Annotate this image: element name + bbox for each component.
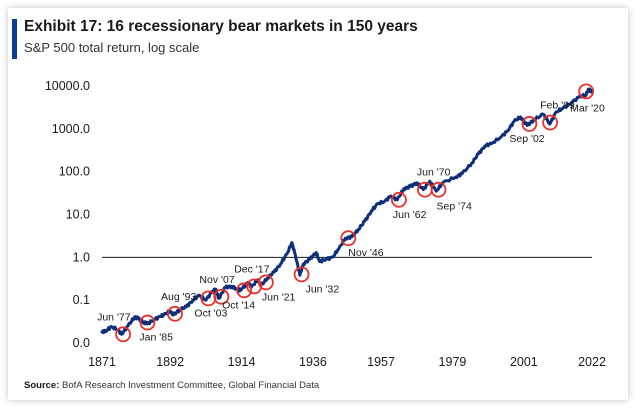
bear-market-label: Jun '21 [262, 291, 296, 303]
source-note: Source: BofA Research Investment Committ… [24, 380, 319, 391]
x-tick-label: 1936 [299, 355, 327, 369]
y-tick-label: 10000.0 [45, 79, 90, 93]
x-tick-label: 2001 [510, 355, 538, 369]
x-tick-label: 1871 [88, 355, 116, 369]
x-tick-label: 1892 [156, 355, 184, 369]
bear-market-label: Jun '32 [306, 283, 340, 295]
bear-market-marker [293, 266, 310, 283]
bear-market-label: Jun '62 [393, 209, 427, 221]
x-tick-label: 2022 [578, 355, 606, 369]
source-text: BofA Research Investment Committee, Glob… [62, 380, 320, 391]
bear-market-marker [391, 191, 407, 208]
y-tick-label: 100.0 [59, 165, 90, 179]
chart-card [8, 8, 628, 400]
bear-market-label: Jan '85 [139, 332, 173, 344]
y-tick-label: 0.1 [73, 293, 90, 307]
x-axis-ticks: 1871 1892 1914 1936 1957 1979 2001 2022 [88, 355, 606, 369]
bear-market-marker [542, 114, 559, 131]
marker-group: Jun '77 Jan '85 Aug '93 Oct '03 Nov '07 Oct '… [97, 83, 605, 344]
bear-market-marker [578, 83, 595, 100]
y-axis-ticks: 0.0 0.1 1.0 10.0 100.0 1000.0 10000.0 [45, 79, 90, 350]
source-label: Source: [24, 380, 60, 391]
bear-market-marker [521, 116, 538, 132]
bear-market-label: Jun '70 [417, 167, 451, 179]
y-tick-label: 1.0 [73, 250, 90, 264]
y-tick-label: 1000.0 [52, 122, 90, 136]
bear-market-label: Sep '74 [437, 201, 472, 213]
bear-market-marker [236, 282, 253, 299]
bear-market-label: Nov '46 [348, 247, 383, 259]
accent-bar [12, 19, 17, 59]
bear-market-marker [430, 181, 447, 198]
bear-market-marker [340, 230, 357, 247]
series-line [100, 87, 594, 336]
x-tick-label: 1957 [367, 355, 395, 369]
bear-market-label: Oct '14 [222, 299, 255, 311]
y-tick-label: 10.0 [66, 208, 90, 222]
bear-market-label: Oct '03 [194, 307, 227, 319]
chart-subtitle: S&P 500 total return, log scale [24, 40, 200, 55]
bear-market-label: Mar '20 [570, 102, 605, 114]
bear-market-label: Feb '09 [540, 100, 575, 112]
bear-market-label: Dec '17 [234, 263, 269, 275]
bear-market-marker [257, 274, 274, 291]
bear-market-label: Jun '77 [97, 311, 131, 323]
bear-market-label: Aug '93 [161, 291, 196, 303]
bear-market-label: Nov '07 [199, 274, 234, 286]
bear-market-marker [167, 305, 183, 322]
series-group [100, 87, 594, 336]
x-tick-label: 1979 [439, 355, 467, 369]
bear-market-marker [213, 288, 230, 305]
x-tick-label: 1914 [228, 355, 256, 369]
y-tick-label: 0.0 [73, 336, 90, 350]
chart-title: Exhibit 17: 16 recessionary bear markets… [24, 18, 418, 35]
bear-market-marker [115, 326, 131, 343]
bear-market-marker [139, 314, 156, 331]
bear-market-label: Sep '02 [509, 133, 544, 145]
